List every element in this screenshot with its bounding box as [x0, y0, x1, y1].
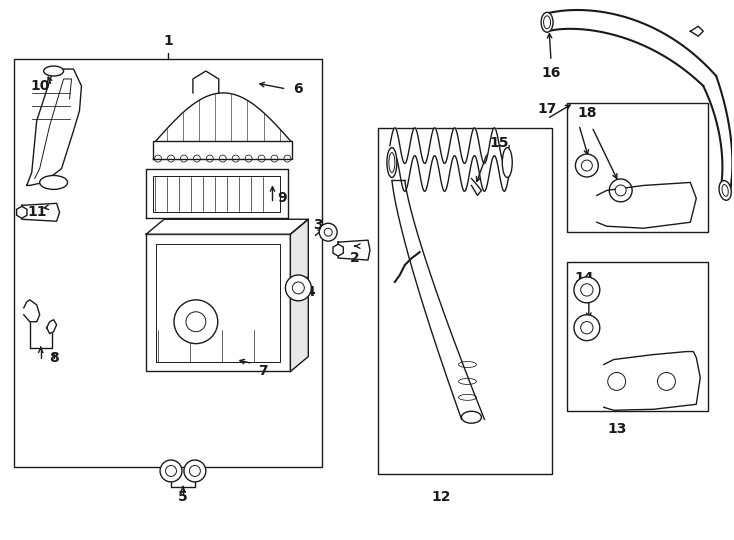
Circle shape [574, 277, 600, 303]
Bar [567, 262, 708, 411]
Text: 5: 5 [178, 490, 188, 504]
Polygon shape [146, 168, 288, 218]
Polygon shape [471, 179, 482, 195]
Polygon shape [193, 71, 219, 93]
Circle shape [166, 465, 176, 476]
Text: 15: 15 [490, 136, 509, 150]
Polygon shape [26, 69, 81, 185]
Text: 10: 10 [30, 79, 49, 93]
Ellipse shape [40, 176, 68, 190]
Circle shape [286, 275, 311, 301]
Polygon shape [146, 219, 308, 234]
Circle shape [609, 179, 632, 202]
Polygon shape [47, 320, 57, 334]
Circle shape [658, 373, 675, 390]
Ellipse shape [502, 147, 512, 178]
Text: 3: 3 [313, 218, 323, 232]
Text: 2: 2 [350, 251, 360, 265]
Text: 9: 9 [277, 191, 287, 205]
Ellipse shape [722, 185, 728, 197]
Polygon shape [597, 183, 697, 228]
Bar [567, 103, 708, 232]
Circle shape [160, 460, 182, 482]
Text: 8: 8 [48, 350, 59, 365]
Polygon shape [338, 240, 370, 260]
Text: 6: 6 [294, 82, 303, 96]
Ellipse shape [719, 180, 731, 200]
Bar [146, 234, 291, 372]
Text: 1: 1 [163, 34, 173, 48]
Text: 18: 18 [577, 106, 597, 120]
Circle shape [292, 282, 305, 294]
Polygon shape [153, 140, 292, 159]
Polygon shape [22, 204, 59, 221]
Polygon shape [291, 219, 308, 372]
Text: 14: 14 [574, 271, 594, 285]
Text: 12: 12 [432, 490, 451, 504]
Bar [14, 59, 322, 467]
Circle shape [575, 154, 598, 177]
Circle shape [574, 315, 600, 341]
Circle shape [174, 300, 218, 343]
Circle shape [189, 465, 200, 476]
Polygon shape [604, 352, 700, 410]
Ellipse shape [541, 12, 553, 32]
Circle shape [324, 228, 333, 236]
Text: 7: 7 [258, 364, 267, 379]
Polygon shape [23, 300, 40, 322]
Circle shape [581, 160, 592, 171]
Bar [153, 177, 280, 212]
Polygon shape [392, 180, 484, 419]
Circle shape [608, 373, 625, 390]
Circle shape [581, 284, 593, 296]
Ellipse shape [43, 66, 64, 76]
Circle shape [615, 185, 626, 196]
Ellipse shape [544, 16, 550, 29]
Ellipse shape [462, 411, 482, 423]
Bar [156, 244, 280, 361]
Circle shape [184, 460, 206, 482]
Bar [378, 128, 552, 474]
Circle shape [581, 321, 593, 334]
Circle shape [319, 223, 337, 241]
Text: 16: 16 [542, 66, 561, 80]
Ellipse shape [387, 147, 397, 178]
Text: 11: 11 [27, 205, 46, 219]
Text: 4: 4 [305, 285, 315, 299]
Text: 13: 13 [607, 422, 626, 436]
Circle shape [186, 312, 206, 332]
Ellipse shape [389, 153, 395, 172]
Text: 17: 17 [537, 102, 557, 116]
